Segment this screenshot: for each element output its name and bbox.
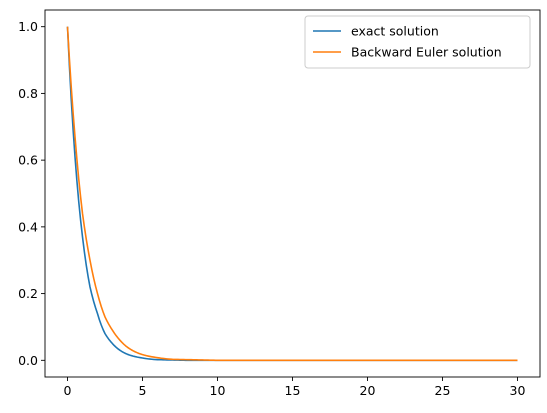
x-tick-label: 0	[64, 383, 72, 398]
legend-label-1: exact solution	[351, 24, 439, 39]
y-tick-label: 0.0	[18, 353, 38, 368]
axes-layer: 0 5 10 15 20 25 30 0.0 0.2 0.4 0.6 0.8 1.0	[18, 9, 541, 398]
legend-box	[304, 15, 531, 69]
x-tick-label: 20	[360, 383, 376, 398]
y-tick-label: 1.0	[18, 19, 38, 34]
y-tick-label: 0.8	[18, 86, 38, 101]
legend: exact solution Backward Euler solution	[304, 15, 531, 69]
x-tick-label: 5	[139, 383, 147, 398]
series-line-2	[66, 26, 518, 362]
y-tick-label: 0.4	[18, 219, 38, 234]
y-tick-label: 0.2	[18, 286, 38, 301]
plot-area	[45, 10, 540, 377]
x-tick-label: 15	[285, 383, 301, 398]
x-tick-label: 10	[210, 383, 226, 398]
legend-label-2: Backward Euler solution	[351, 45, 502, 60]
series-layer	[66, 26, 518, 362]
x-tick-label: 25	[435, 383, 451, 398]
y-tick-label: 0.6	[18, 153, 38, 168]
x-tick-label: 30	[510, 383, 526, 398]
